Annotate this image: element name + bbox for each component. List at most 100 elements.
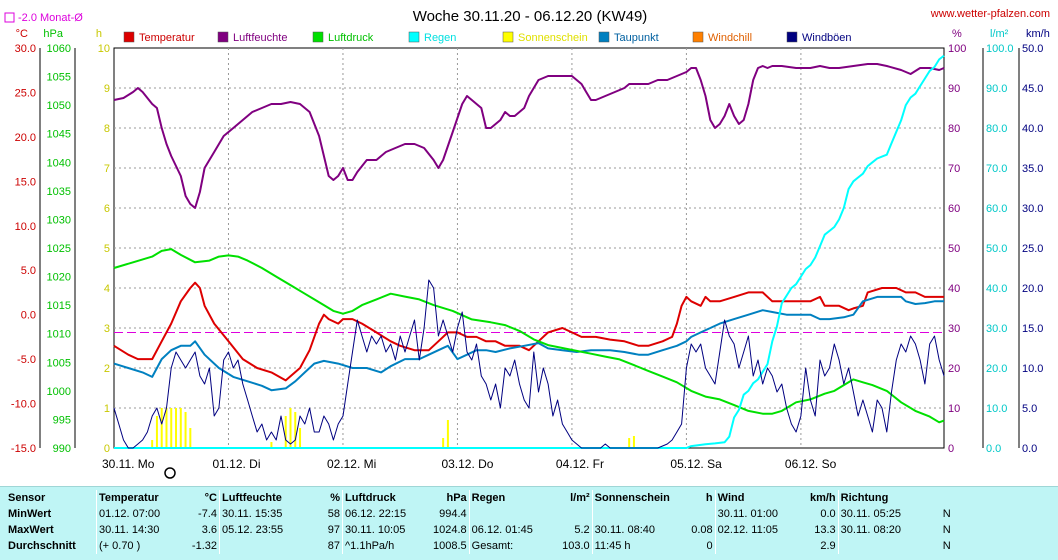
stats-cell-time: 11:45 h — [591, 538, 681, 554]
x-tick-label: 05.12. Sa — [670, 457, 722, 471]
legend-swatch — [312, 31, 324, 43]
stats-cell-value: 87 — [327, 540, 340, 552]
wind-tick-label: 40.0 — [1022, 123, 1043, 135]
sunshine-bar — [160, 408, 163, 448]
rain-tick-label: 70.0 — [986, 163, 1007, 175]
x-tick-label: 01.12. Di — [212, 457, 260, 471]
sunshine-bar — [628, 438, 631, 448]
sunshine-bar — [151, 440, 154, 448]
stats-header-unit: °C — [204, 492, 217, 504]
humidity-tick-label: 80 — [948, 123, 960, 135]
pressure-tick-label: 1000 — [47, 386, 71, 398]
legend-swatch — [786, 31, 798, 43]
stats-header-label: Richtung — [837, 490, 919, 506]
wind-tick-label: 20.0 — [1022, 283, 1043, 295]
axes: 30.11. Mo 01.12. Di 02.12. Mi 03.12. Do 04.1… — [11, 28, 1050, 471]
rain-tick-label: 50.0 — [986, 243, 1007, 255]
stats-header-label: Luftfeuchte — [219, 490, 308, 506]
stats-cell-value: 103.0 — [562, 540, 590, 552]
wind-tick-label: 35.0 — [1022, 163, 1043, 175]
stats-cell-value: 97 — [327, 524, 340, 536]
wind-tick-label: 15.0 — [1022, 323, 1043, 335]
legend-swatch — [123, 31, 135, 43]
sunshine-tick-label: 0 — [104, 443, 110, 455]
x-tick-label: 04.12. Fr — [556, 457, 604, 471]
stats-cell-time: 30.11. 08:20 — [837, 522, 919, 538]
legend-swatch — [217, 31, 229, 43]
sunshine-bar — [189, 428, 192, 448]
grid-lines — [114, 48, 944, 448]
rain-unit-label: l/m² — [990, 28, 1009, 40]
rain-tick-label: 90.0 — [986, 83, 1007, 95]
legend-label: Luftfeuchte — [233, 32, 287, 44]
stats-cell-time: 30.11. 15:35 — [219, 506, 308, 522]
stats-cell-time: ^1.1hPa/h — [342, 538, 431, 554]
temperature-tick-label: 0.0 — [21, 310, 36, 322]
wind-tick-label: 30.0 — [1022, 203, 1043, 215]
wind-tick-label: 25.0 — [1022, 243, 1043, 255]
x-tick-label: 02.12. Mi — [327, 457, 376, 471]
pressure-tick-label: 1015 — [47, 300, 71, 312]
stats-cell-value: -1.32 — [191, 540, 217, 552]
pressure-tick-label: 990 — [53, 443, 71, 455]
stats-cell-value: 13.3 — [814, 524, 836, 536]
stats-row-label: MaxWert — [8, 524, 54, 536]
legend-label: Regen — [424, 32, 456, 44]
humidity-tick-label: 90 — [948, 83, 960, 95]
stats-cell-time: 30.11. 10:05 — [342, 522, 431, 538]
wind-tick-label: 5.0 — [1022, 403, 1037, 415]
pressure-tick-label: 1025 — [47, 243, 71, 255]
legend-swatch — [598, 31, 610, 43]
sunshine-tick-label: 8 — [104, 123, 110, 135]
stats-cell-time — [714, 538, 804, 554]
humidity-tick-label: 50 — [948, 243, 960, 255]
sunshine-bar — [184, 412, 187, 448]
temperature-tick-label: -5.0 — [17, 354, 36, 366]
stats-cell-value: -7.4 — [198, 508, 217, 520]
pressure-tick-label: 1035 — [47, 186, 71, 198]
temperature-tick-label: 25.0 — [15, 87, 36, 99]
stats-cell-time: 06.12. 01:45 — [468, 522, 558, 538]
temperature-tick-label: 15.0 — [15, 176, 36, 188]
stats-cell-value: 0.0 — [820, 508, 836, 520]
humidity-tick-label: 10 — [948, 403, 960, 415]
sunshine-tick-label: 5 — [104, 243, 110, 255]
month-avg-label: -2.0 Monat-Ø — [18, 12, 83, 24]
sunshine-bar — [446, 420, 449, 448]
site-link[interactable]: www.wetter-pfalzen.com — [930, 8, 1050, 20]
rain-tick-label: 80.0 — [986, 123, 1007, 135]
legend-label: Taupunkt — [614, 32, 659, 44]
series-line-taupunkt — [113, 295, 944, 392]
stats-row: MaxWert 30.11. 14:30 3.6 05.12. 23:55 97 30.1… — [6, 522, 953, 538]
stats-cell-value — [681, 506, 716, 522]
legend-label: Sonnenschein — [518, 32, 588, 44]
stats-header-unit: hPa — [446, 492, 467, 504]
pressure-tick-label: 1040 — [47, 157, 71, 169]
pressure-tick-label: 1020 — [47, 272, 71, 284]
pressure-tick-label: 1060 — [47, 43, 71, 55]
wind-tick-label: 0.0 — [1022, 443, 1037, 455]
stats-cell-value: 1008.5 — [433, 540, 467, 552]
stats-cell-value: 0.08 — [691, 524, 713, 536]
humidity-tick-label: 70 — [948, 163, 960, 175]
temperature-tick-label: -10.0 — [11, 399, 36, 411]
stats-cell-value: 3.6 — [201, 524, 217, 536]
legend-label: Windchill — [708, 32, 752, 44]
series-lines — [113, 54, 945, 449]
stats-cell-value: N — [942, 524, 951, 536]
stats-cell-value: N — [942, 540, 951, 552]
wind-tick-label: 50.0 — [1022, 43, 1043, 55]
sunshine-tick-label: 7 — [104, 163, 110, 175]
temperature-tick-label: 10.0 — [15, 221, 36, 233]
rain-tick-label: 10.0 — [986, 403, 1007, 415]
stats-cell-value: 2.9 — [820, 540, 836, 552]
sunshine-bar — [179, 408, 182, 448]
x-tick-label: 06.12. So — [785, 457, 837, 471]
pressure-tick-label: 1030 — [47, 214, 71, 226]
temperature-tick-label: 5.0 — [21, 265, 36, 277]
stats-cell-time: Gesamt: — [468, 538, 558, 554]
stats-header-label: Sonnenschein — [591, 490, 681, 506]
pressure-tick-label: 1005 — [47, 357, 71, 369]
series-line-luftdruck — [113, 248, 945, 424]
rain-tick-label: 30.0 — [986, 323, 1007, 335]
